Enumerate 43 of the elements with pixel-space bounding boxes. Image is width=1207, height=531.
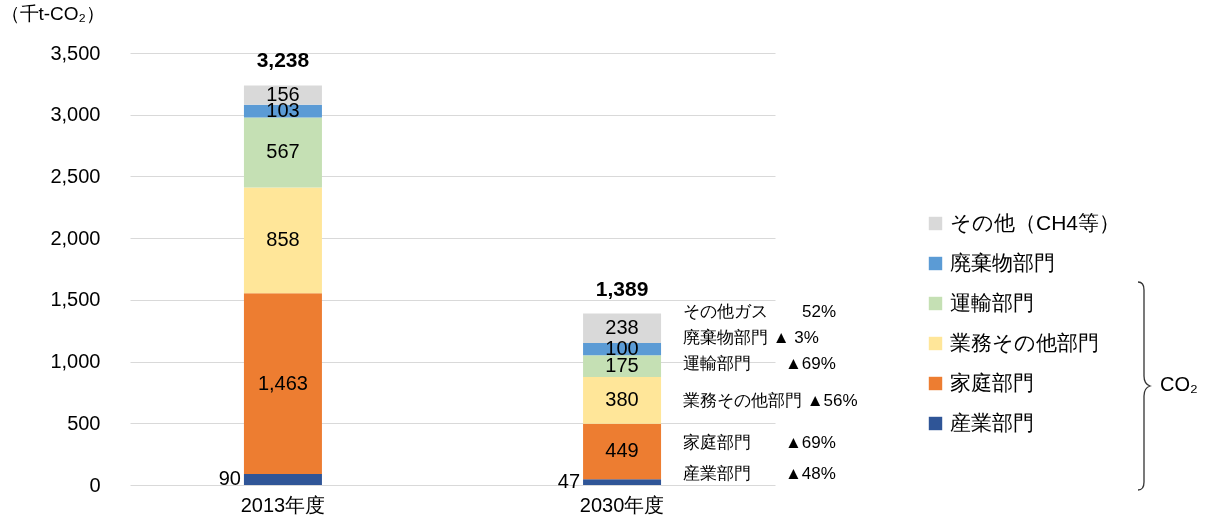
x-tick-label: 2030年度 [579, 493, 665, 516]
data-label: 858 [266, 228, 300, 251]
y-tick-label: 500 [67, 411, 101, 434]
bar [583, 479, 662, 485]
data-label: 90 [218, 467, 241, 490]
annotation: その他ガス 52% [683, 302, 837, 322]
legend-label: 家庭部門 [950, 370, 1034, 394]
y-axis-title: （千t-CO₂） [0, 2, 105, 24]
annotation: 運輸部門 ▲69% [683, 354, 836, 374]
data-label: 449 [605, 439, 639, 462]
y-tick-label: 1,500 [50, 288, 101, 311]
data-label: 1,463 [257, 371, 308, 394]
bar [243, 473, 322, 485]
legend-label: 運輸部門 [950, 290, 1034, 314]
text: CO₂ [1160, 373, 1198, 395]
x-tick-label: 2013年度 [240, 493, 326, 516]
bar [243, 187, 322, 294]
total-label: 1,389 [595, 276, 649, 300]
annotation: 産業部門 ▲48% [683, 464, 836, 484]
data-label: 567 [266, 140, 300, 163]
total-label: 3,238 [256, 48, 310, 72]
annotation: 業務その他部門 ▲56% [683, 391, 858, 411]
y-tick-label: 2,000 [50, 226, 101, 249]
annotation: 廃棄物部門 ▲ 3% [683, 328, 819, 348]
y-tick-label: 0 [89, 473, 101, 496]
y-tick-label: 3,500 [50, 41, 101, 64]
data-label: 47 [557, 470, 581, 493]
bar [243, 117, 322, 188]
y-tick-label: 1,000 [50, 350, 101, 373]
y-tick-label: 2,500 [50, 164, 101, 187]
annotation: 家庭部門 ▲69% [683, 433, 836, 453]
bar [583, 376, 662, 424]
bar [583, 423, 662, 480]
legend-label: その他（CH4等） [950, 210, 1121, 234]
bar [583, 355, 662, 377]
legend-label: 業務その他部門 [950, 330, 1099, 354]
data-label: 238 [605, 316, 639, 339]
legend-label: 廃棄物部門 [950, 250, 1055, 274]
y-tick-label: 3,000 [50, 103, 101, 126]
bar [243, 293, 322, 474]
data-label: 175 [605, 354, 639, 377]
legend-label: 産業部門 [950, 410, 1034, 434]
data-label: 380 [605, 388, 639, 411]
